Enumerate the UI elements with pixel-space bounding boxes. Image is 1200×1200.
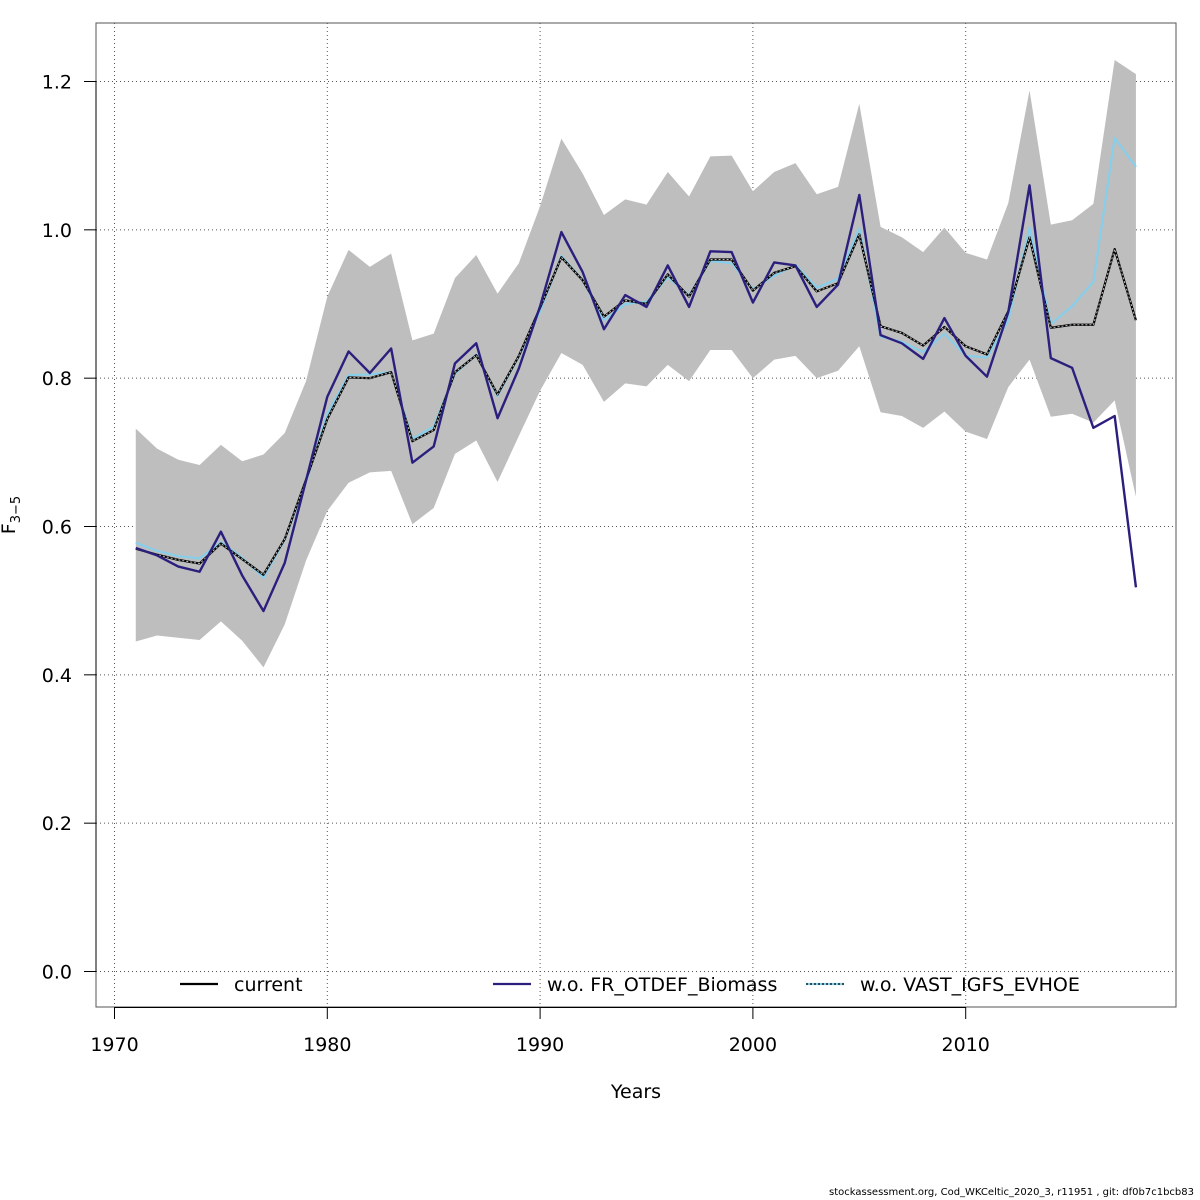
y-tick-label: 0.6 — [42, 517, 72, 539]
x-tick-label: 1970 — [90, 1034, 138, 1056]
confidence-band — [135, 59, 1136, 668]
legend-label: current — [234, 974, 303, 996]
y-tick-label: 0.2 — [42, 813, 72, 835]
y-tick-label: 1.2 — [42, 72, 72, 94]
footer-credit: stockassessment.org, Cod_WKCeltic_2020_3… — [829, 1187, 1194, 1198]
x-axis: 1970 1980 1990 2000 2010 — [90, 1007, 990, 1056]
legend-label: w.o. FR_OTDEF_Biomass — [547, 974, 777, 996]
legend: current w.o. FR_OTDEF_Biomass w.o. VAST_IG… — [180, 974, 1080, 996]
x-tick-label: 1990 — [516, 1034, 564, 1056]
x-axis-label: Years — [610, 1081, 661, 1103]
legend-label: w.o. VAST_IGFS_EVHOE — [860, 974, 1080, 996]
y-tick-label: 0.8 — [42, 368, 72, 390]
y-tick-label: 1.0 — [42, 220, 72, 242]
series-lines — [135, 136, 1138, 613]
x-tick-label: 2000 — [729, 1034, 777, 1056]
y-tick-label: 0.0 — [42, 962, 72, 984]
y-axis-label-main: F — [0, 523, 20, 534]
y-axis: 0.0 0.2 0.4 0.6 0.8 1.0 1.2 — [42, 72, 97, 984]
series-line-wo-fr-otdef-biomass — [135, 184, 1138, 613]
y-tick-label: 0.4 — [42, 665, 72, 687]
x-tick-label: 2010 — [942, 1034, 990, 1056]
y-axis-label-subscript: 3−5 — [9, 496, 24, 523]
x-tick-label: 1980 — [303, 1034, 351, 1056]
y-axis-label: F3−5 — [0, 496, 24, 534]
confidence-band-area — [135, 59, 1136, 668]
